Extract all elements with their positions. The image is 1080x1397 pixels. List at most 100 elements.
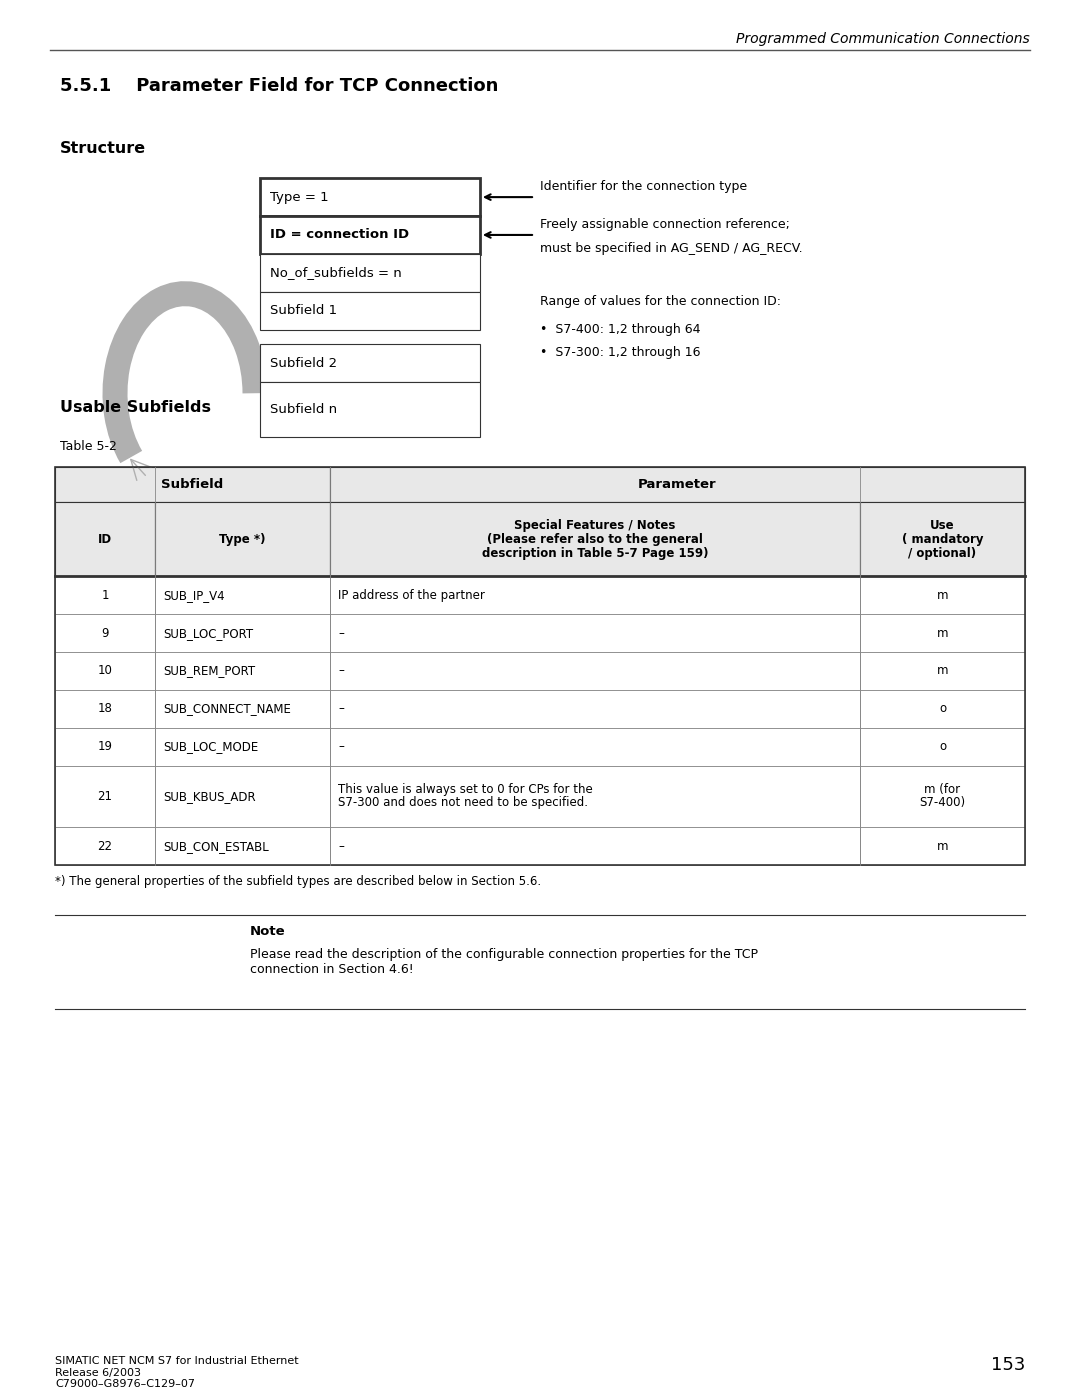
Bar [330, 728, 860, 766]
Bar [156, 766, 330, 827]
Bar [156, 652, 330, 690]
Text: Subfield 2: Subfield 2 [270, 356, 337, 370]
Text: ( mandatory: ( mandatory [902, 532, 983, 546]
Text: Freely assignable connection reference;: Freely assignable connection reference; [540, 218, 789, 231]
Text: 19: 19 [97, 740, 112, 753]
Bar [260, 217, 480, 254]
Bar [156, 827, 330, 865]
Bar [156, 577, 330, 615]
Bar [860, 827, 1025, 865]
Bar [260, 179, 480, 217]
Text: SUB_LOC_PORT: SUB_LOC_PORT [163, 627, 253, 640]
Text: 5.5.1    Parameter Field for TCP Connection: 5.5.1 Parameter Field for TCP Connection [60, 77, 498, 95]
Text: 21: 21 [97, 789, 112, 803]
Bar [330, 652, 860, 690]
Text: m: m [936, 627, 948, 640]
Text: Type *): Type *) [219, 532, 266, 546]
Text: Identifier for the connection type: Identifier for the connection type [540, 180, 747, 193]
Text: SUB_KBUS_ADR: SUB_KBUS_ADR [163, 789, 256, 803]
Text: ID = connection ID: ID = connection ID [270, 229, 409, 242]
Bar [55, 827, 156, 865]
Bar [156, 502, 330, 577]
Bar [860, 690, 1025, 728]
Text: *) The general properties of the subfield types are described below in Section 5: *) The general properties of the subfiel… [55, 875, 541, 888]
Bar [330, 690, 860, 728]
Bar [860, 652, 1025, 690]
Text: –: – [338, 665, 343, 678]
Text: IP address of the partner: IP address of the partner [338, 588, 485, 602]
Text: –: – [338, 840, 343, 852]
Text: Subfield 1: Subfield 1 [270, 305, 337, 317]
Text: SUB_CONNECT_NAME: SUB_CONNECT_NAME [163, 703, 291, 715]
Text: 1: 1 [102, 588, 109, 602]
Text: Please read the description of the configurable connection properties for the TC: Please read the description of the confi… [249, 947, 758, 975]
Text: o: o [939, 703, 946, 715]
Bar [55, 467, 330, 502]
Text: Special Features / Notes: Special Features / Notes [514, 518, 676, 532]
Bar [860, 577, 1025, 615]
Bar [156, 615, 330, 652]
Bar [55, 577, 156, 615]
Text: description in Table 5-7 Page 159): description in Table 5-7 Page 159) [482, 546, 708, 560]
Text: Programmed Communication Connections: Programmed Communication Connections [737, 32, 1030, 46]
Text: m: m [936, 665, 948, 678]
Bar [55, 652, 156, 690]
Text: SIMATIC NET NCM S7 for Industrial Ethernet
Release 6/2003
C79000–G8976–C129–07: SIMATIC NET NCM S7 for Industrial Ethern… [55, 1356, 299, 1389]
Bar [156, 728, 330, 766]
Text: •  S7-300: 1,2 through 16: • S7-300: 1,2 through 16 [540, 346, 701, 359]
Bar [260, 254, 480, 292]
Text: SUB_REM_PORT: SUB_REM_PORT [163, 665, 255, 678]
Text: Parameter: Parameter [638, 478, 717, 490]
Text: S7-400): S7-400) [919, 796, 966, 809]
Bar [156, 690, 330, 728]
Text: m (for: m (for [924, 784, 960, 796]
Text: / optional): / optional) [908, 546, 976, 560]
Text: m: m [936, 840, 948, 852]
Text: 9: 9 [102, 627, 109, 640]
Text: Subfield: Subfield [161, 478, 224, 490]
Text: 22: 22 [97, 840, 112, 852]
Bar [55, 615, 156, 652]
Bar [55, 690, 156, 728]
Text: Use: Use [930, 518, 955, 532]
Text: SUB_LOC_MODE: SUB_LOC_MODE [163, 740, 258, 753]
Bar [330, 502, 860, 577]
Text: m: m [936, 588, 948, 602]
Text: SUB_CON_ESTABL: SUB_CON_ESTABL [163, 840, 269, 852]
Text: S7-300 and does not need to be specified.: S7-300 and does not need to be specified… [338, 796, 588, 809]
Text: This value is always set to 0 for CPs for the: This value is always set to 0 for CPs fo… [338, 784, 593, 796]
Text: Type = 1: Type = 1 [270, 190, 328, 204]
Bar [860, 728, 1025, 766]
Text: •  S7-400: 1,2 through 64: • S7-400: 1,2 through 64 [540, 323, 701, 335]
Text: 10: 10 [97, 665, 112, 678]
Bar [260, 383, 480, 437]
Text: Table 5-2: Table 5-2 [60, 440, 117, 453]
Bar [860, 502, 1025, 577]
Text: Usable Subfields: Usable Subfields [60, 400, 211, 415]
Text: Note: Note [249, 925, 285, 937]
Bar [55, 728, 156, 766]
Bar [260, 345, 480, 383]
Text: 18: 18 [97, 703, 112, 715]
Text: –: – [338, 703, 343, 715]
Bar [330, 467, 1025, 502]
Bar [55, 766, 156, 827]
Text: must be specified in AG_SEND / AG_RECV.: must be specified in AG_SEND / AG_RECV. [540, 242, 802, 254]
Text: 153: 153 [990, 1356, 1025, 1373]
Text: SUB_IP_V4: SUB_IP_V4 [163, 588, 225, 602]
Bar [330, 577, 860, 615]
Text: Subfield n: Subfield n [270, 404, 337, 416]
Text: ID: ID [98, 532, 112, 546]
Bar [860, 766, 1025, 827]
Bar [330, 615, 860, 652]
Text: –: – [338, 740, 343, 753]
Text: Range of values for the connection ID:: Range of values for the connection ID: [540, 295, 781, 307]
Text: (Please refer also to the general: (Please refer also to the general [487, 532, 703, 546]
Text: Structure: Structure [60, 141, 146, 156]
Text: –: – [338, 627, 343, 640]
Bar [55, 502, 156, 577]
Bar [330, 827, 860, 865]
Bar [55, 467, 1025, 865]
Text: o: o [939, 740, 946, 753]
Bar [860, 615, 1025, 652]
